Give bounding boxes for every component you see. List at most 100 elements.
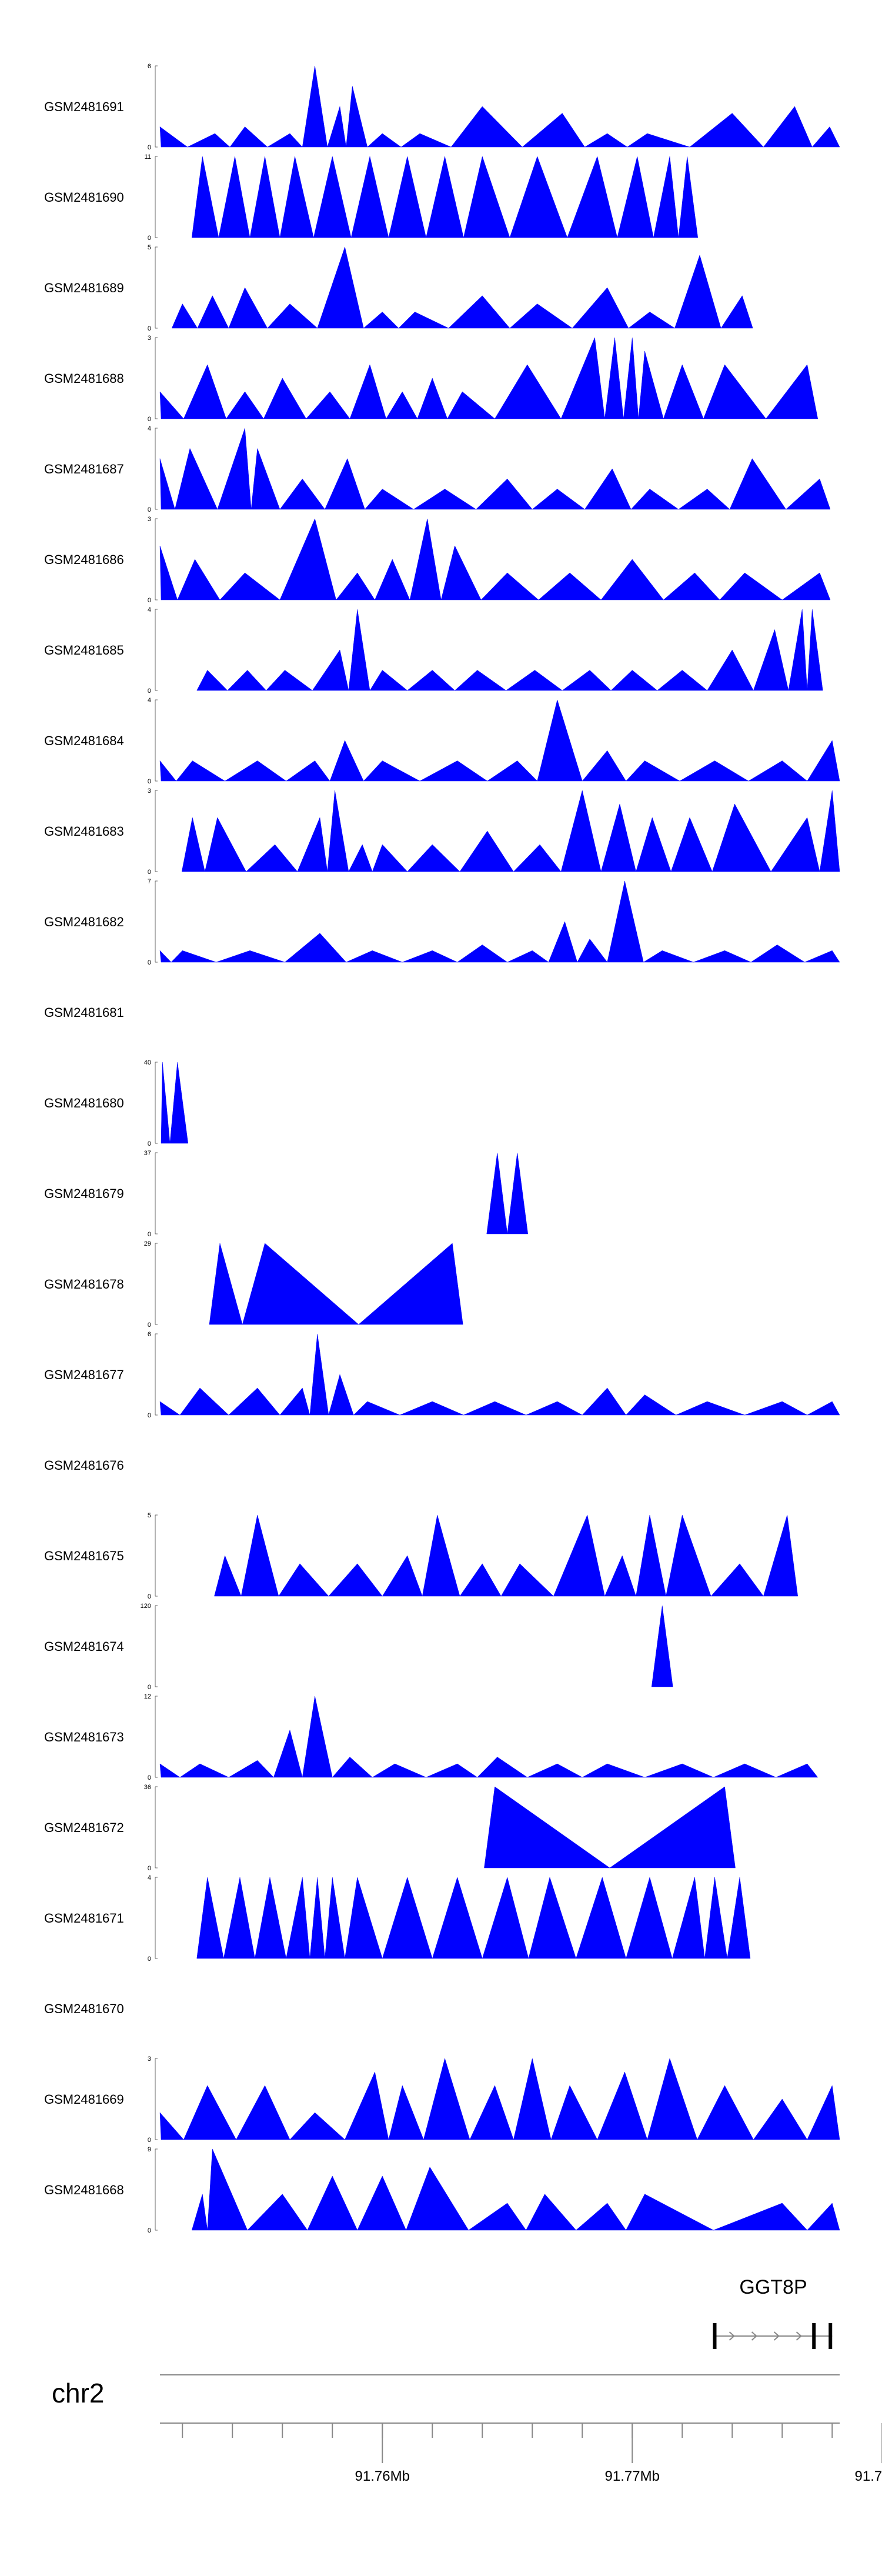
y-tick-label-zero: 0 (148, 1865, 151, 1872)
coverage-peak (463, 156, 510, 238)
coverage-peak (224, 760, 287, 782)
coverage-peak (279, 1387, 310, 1416)
coverage-peak (363, 760, 420, 782)
coverage-peak (626, 1877, 673, 1959)
coverage-peak (575, 2203, 627, 2231)
coverage-peak (382, 1877, 433, 1959)
coverage-peak (400, 133, 452, 148)
track-GSM2481687: GSM2481687 4 0 (44, 425, 831, 513)
coverage-peak (353, 1401, 400, 1416)
y-tick-label-zero: 0 (148, 1412, 151, 1419)
track-label: GSM2481680 (44, 1096, 124, 1110)
coverage-peak (348, 844, 373, 872)
track-GSM2481684: GSM2481684 4 0 (44, 697, 840, 785)
y-tick-label-zero: 0 (148, 1956, 151, 1963)
coverage-peak (753, 629, 789, 691)
coverage-peak (240, 1514, 279, 1597)
track-GSM2481691: GSM2481691 6 0 (44, 63, 840, 151)
coverage-peak (169, 1062, 189, 1144)
coverage-peak (181, 817, 205, 872)
coverage-peak (788, 609, 808, 691)
coverage-peak (289, 2112, 346, 2140)
coverage-peak (159, 458, 175, 510)
track-GSM2481689: GSM2481689 5 0 (44, 244, 753, 332)
coverage-peak (423, 2058, 470, 2140)
coverage-peak (584, 468, 632, 510)
track-label: GSM2481682 (44, 915, 124, 929)
track-label: GSM2481673 (44, 1730, 124, 1744)
track-label: GSM2481691 (44, 99, 124, 114)
coverage-peak (278, 1563, 329, 1597)
track-GSM2481690: GSM2481690 11 0 (44, 154, 699, 242)
y-tick-label-max: 4 (148, 425, 151, 432)
y-tick-label-zero: 0 (148, 1140, 151, 1147)
y-tick-label-max: 11 (145, 154, 151, 161)
coverage-peak (484, 1786, 610, 1868)
y-tick-label-max: 4 (148, 697, 151, 704)
strand-arrow (773, 2331, 780, 2341)
y-tick-label-max: 4 (148, 1874, 151, 1881)
coverage-peak (463, 1401, 526, 1416)
coverage-peak (307, 2175, 358, 2231)
coverage-peak (191, 156, 219, 238)
track-label: GSM2481687 (44, 462, 124, 476)
coverage-peak (750, 945, 806, 963)
coverage-peak (636, 817, 671, 872)
y-tick-label-max: 37 (144, 1150, 151, 1157)
track-label: GSM2481677 (44, 1367, 124, 1382)
coverage-peak (413, 489, 477, 510)
track-label: GSM2481674 (44, 1639, 124, 1654)
coverage-peak (526, 1401, 583, 1416)
coverage-peak (450, 106, 523, 148)
y-tick-label-zero: 0 (148, 597, 151, 604)
coverage-peak (513, 844, 562, 872)
coverage-peak (409, 518, 442, 600)
coverage-peak (469, 2085, 514, 2140)
coverage-peak (309, 1333, 329, 1416)
coverage-peak (218, 156, 250, 238)
coverage-peak (388, 156, 426, 238)
coverage-peak (217, 428, 252, 510)
coverage-peak (306, 391, 350, 419)
axis-tick-label: 91.77Mb (605, 2468, 660, 2484)
track-label: GSM2481672 (44, 1820, 124, 1835)
track-GSM2481672: GSM2481672 36 0 (44, 1784, 736, 1872)
coverage-peak (711, 803, 771, 872)
y-tick-label-zero: 0 (148, 959, 151, 966)
coverage-peak (236, 2085, 290, 2140)
coverage-peak (482, 1877, 529, 1959)
coverage-peak (196, 670, 228, 691)
coverage-peak (678, 489, 730, 510)
coverage-peak (302, 65, 328, 148)
coverage-peak (663, 364, 704, 419)
track-GSM2481674: GSM2481674 120 0 (44, 1603, 673, 1691)
coverage-peak (345, 1877, 383, 1959)
coverage-peak (183, 2085, 237, 2140)
coverage-peak (228, 287, 268, 329)
coverage-peak (191, 2194, 208, 2231)
coverage-peak (302, 1696, 333, 1778)
gene-exon (713, 2323, 717, 2349)
coverage-peak (522, 113, 585, 148)
coverage-peak (187, 133, 230, 148)
coverage-peak (707, 649, 754, 691)
coverage-peak (560, 337, 605, 419)
track-GSM2481680: GSM2481680 40 0 (44, 1059, 189, 1147)
track-GSM2481686: GSM2481686 3 0 (44, 516, 831, 604)
y-tick-label-max: 3 (148, 2056, 151, 2063)
y-tick-label-zero: 0 (148, 1231, 151, 1238)
coverage-peak (422, 1514, 460, 1597)
coverage-peak (325, 1877, 345, 1959)
coverage-peak (159, 760, 177, 782)
coverage-peak (245, 844, 298, 872)
coverage-peak (447, 391, 496, 419)
track-GSM2481673: GSM2481673 12 0 (44, 1693, 818, 1781)
track-GSM2481668: GSM2481668 9 0 (44, 2146, 840, 2234)
coverage-peak (179, 1387, 229, 1416)
coverage-peak (398, 312, 449, 329)
track-GSM2481679: GSM2481679 37 0 (44, 1150, 529, 1238)
coverage-peak (228, 1760, 274, 1778)
coverage-peak (753, 2098, 808, 2140)
coverage-peak (513, 2058, 552, 2140)
